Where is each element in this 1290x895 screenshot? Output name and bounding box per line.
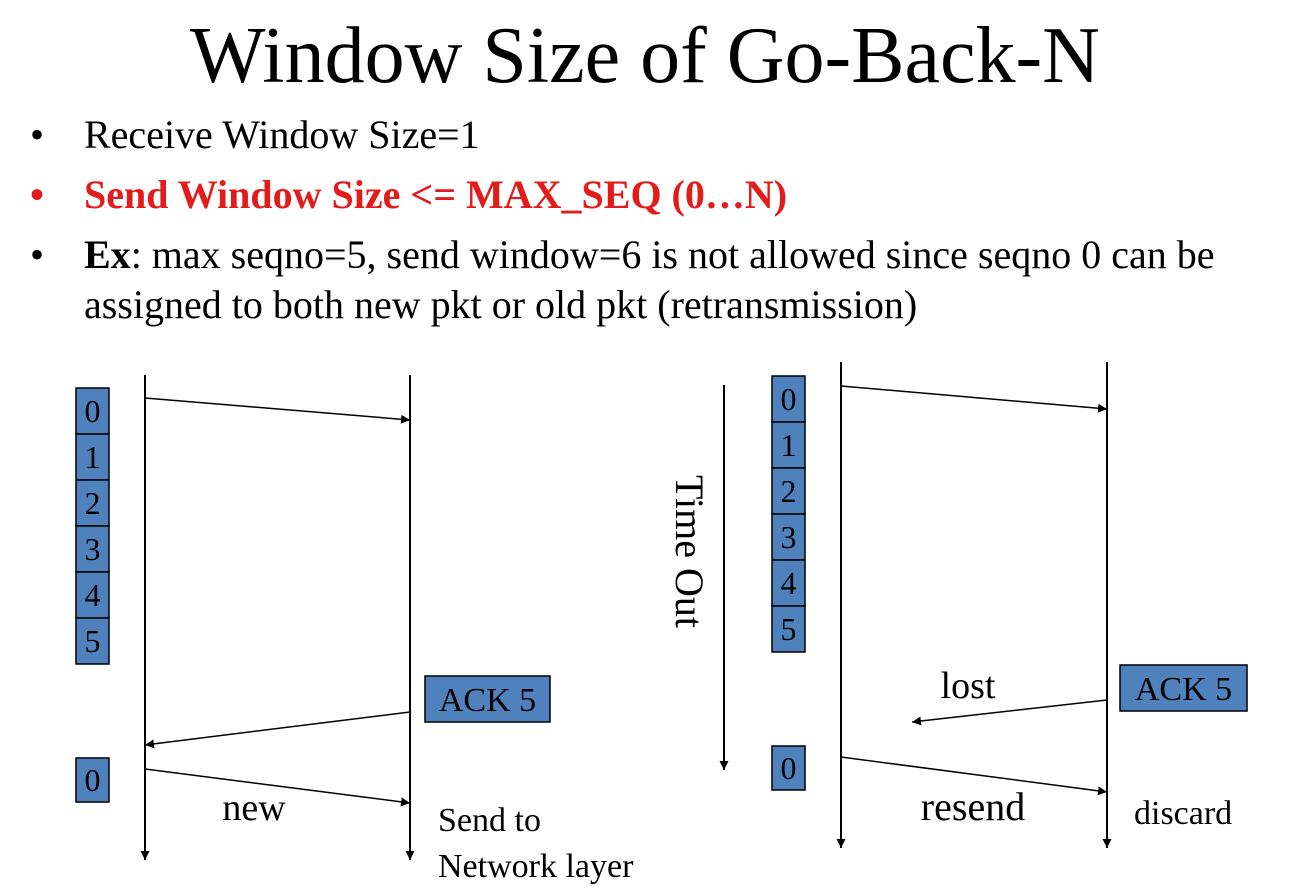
network-layer-label: Network layer [438,848,634,885]
ack-label: ACK 5 [1135,671,1232,708]
bullet-example: • Ex: max seqno=5, send window=6 is not … [30,230,1280,330]
lost-label: lost [941,665,996,707]
seq-number: 0 [85,393,101,429]
seq-number: 0 [781,750,797,786]
seq-number: 2 [85,485,101,521]
seq-number: 3 [85,531,101,567]
seq-box: 2 [75,479,110,527]
new-frame-arrow [144,768,411,807]
bullet-text: Send Window Size <= MAX_SEQ (0…N) [84,172,788,217]
seq-box: 3 [75,525,110,573]
seq-number: 1 [85,439,101,475]
bullet-marker: • [30,112,45,157]
bullet-send-window: • Send Window Size <= MAX_SEQ (0…N) [30,170,1280,220]
right-send-window: 0 1 2 3 4 5 [771,375,806,653]
seq-number: 4 [781,565,797,601]
seq-number: 1 [781,427,797,463]
example-text: : max seqno=5, send window=6 is not allo… [84,232,1215,327]
seq-box: 4 [75,571,110,619]
frame-arrow [144,397,411,424]
seq-box: 3 [771,513,806,561]
bullet-text: Receive Window Size=1 [84,112,480,157]
seq-box: 5 [75,617,110,665]
frame-arrow [840,385,1108,413]
ack-box: ACK 5 [424,675,551,723]
left-diagram: 0 1 2 3 4 5 [75,375,634,885]
next-seq-box: 0 [75,757,110,803]
new-label: new [222,787,286,829]
seq-box: 0 [771,375,806,423]
bullet-text: Ex: max seqno=5, send window=6 is not al… [84,232,1215,327]
seq-box: 5 [771,605,806,653]
slide-title: Window Size of Go-Back-N [190,12,1100,100]
next-seq-box: 0 [771,745,806,791]
bullet-list: • Receive Window Size=1 • Send Window Si… [30,110,1280,330]
ack-label: ACK 5 [439,682,536,719]
timeout-label: Time Out [667,475,712,628]
bullet-receive-window: • Receive Window Size=1 [30,110,1280,160]
seq-box: 0 [75,387,110,435]
left-send-window: 0 1 2 3 4 5 [75,387,110,665]
resend-arrow [840,756,1108,796]
bullet-marker: • [30,232,45,277]
seq-box: 1 [75,433,110,481]
right-diagram: Time Out 0 1 2 3 4 [667,362,1248,848]
resend-label: resend [921,784,1025,829]
seq-number: 2 [781,473,797,509]
seq-number: 0 [85,762,101,798]
seq-number: 3 [781,519,797,555]
seq-number: 4 [85,577,101,613]
seq-number: 0 [781,381,797,417]
ack-box: ACK 5 [1119,664,1248,712]
seq-box: 2 [771,467,806,515]
discard-label: discard [1134,795,1232,832]
seq-box: 4 [771,559,806,607]
example-bold-label: Ex [84,232,131,277]
send-to-label: Send to [438,802,541,839]
bullet-marker: • [30,172,45,217]
lost-ack-arrow [911,699,1108,726]
seq-box: 1 [771,421,806,469]
seq-number: 5 [85,623,101,659]
ack-arrow [144,711,411,749]
seq-number: 5 [781,611,797,647]
